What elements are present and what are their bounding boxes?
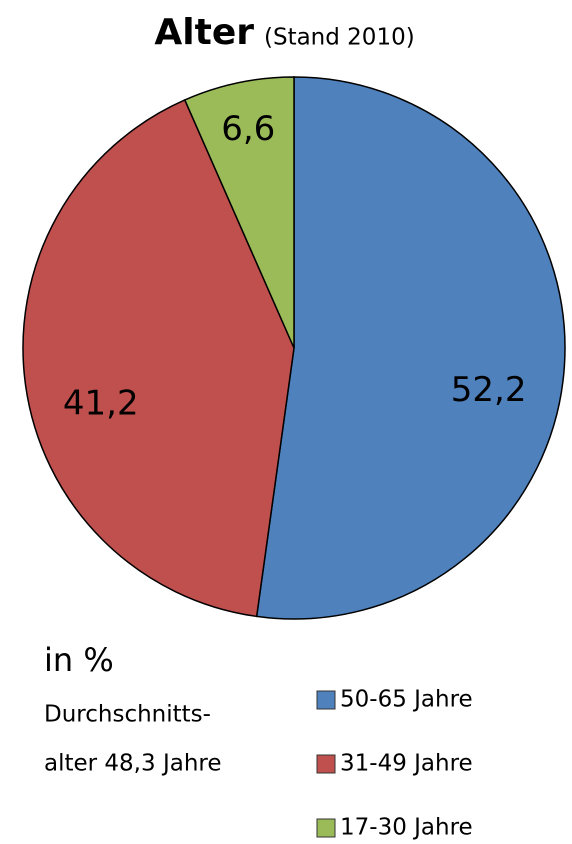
pie-slice — [22, 98, 295, 618]
annotation: Durchschnitts- — [44, 702, 211, 728]
legend-swatch — [316, 754, 336, 774]
legend-swatch — [316, 690, 336, 710]
legend-swatch — [316, 818, 336, 838]
pie-slice — [183, 76, 295, 349]
legend-label: 50-65 Jahre — [340, 687, 473, 713]
data-label: 41,2 — [63, 383, 139, 423]
data-label: 6,6 — [221, 109, 275, 149]
annotation: in % — [44, 641, 114, 679]
legend-label: 17-30 Jahre — [340, 815, 473, 841]
data-label: 52,2 — [451, 370, 527, 410]
chart-title: Alter — [154, 12, 254, 53]
legend-label: 31-49 Jahre — [340, 751, 473, 777]
chart-subtitle: (Stand 2010) — [264, 25, 415, 51]
annotation: alter 48,3 Jahre — [44, 751, 222, 777]
pie-slice — [255, 76, 566, 620]
